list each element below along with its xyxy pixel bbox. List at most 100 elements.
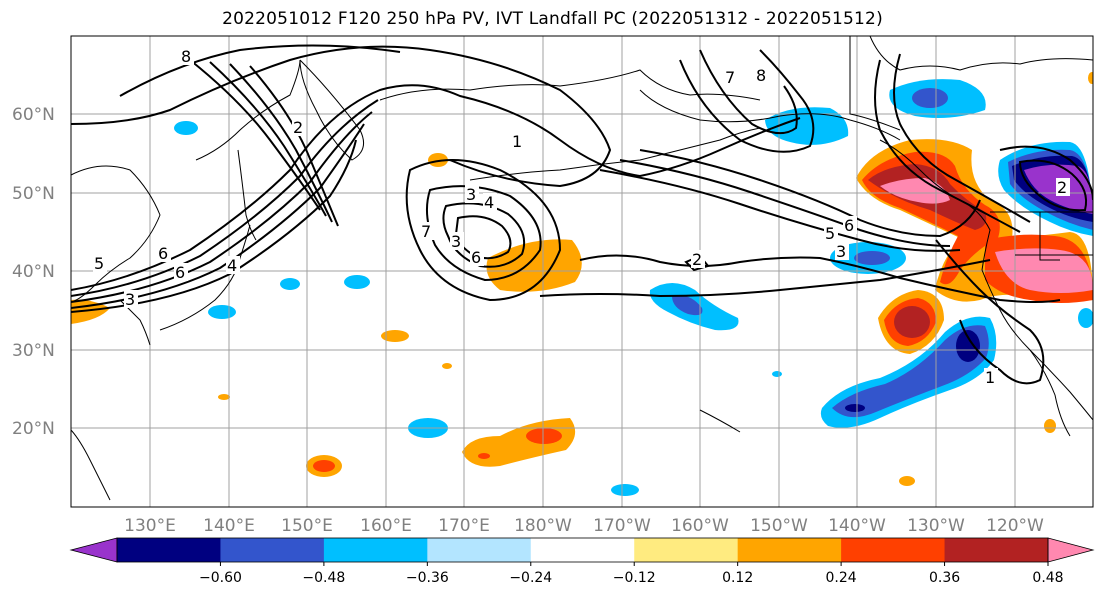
- contour-label: 3: [125, 290, 135, 309]
- pv-contour: [71, 99, 379, 297]
- pv-contour: [71, 139, 357, 313]
- colorbar-bin: [944, 538, 1049, 562]
- colorbar-tick-label: −0.24: [509, 570, 552, 586]
- colorbar-extension-high: [1047, 537, 1095, 563]
- contour-label: 4: [227, 256, 237, 275]
- shading-blue-spot: [611, 484, 639, 496]
- pv-contours: [71, 44, 1093, 385]
- map-title: 2022051012 F120 250 hPa PV, IVT Landfall…: [222, 9, 883, 29]
- pv-contour: [1018, 159, 1088, 212]
- lon-label: 130°W: [907, 516, 965, 536]
- colorbar-bin: [323, 538, 428, 562]
- longitude-labels: 130°E 140°E 150°E 160°E 170°E 180°W 170°…: [124, 516, 1044, 536]
- contour-labels: 8 2 1 7 8 3 4 7 3 6 5 6 2 5 6 3 3 6 4 2 …: [93, 47, 1070, 387]
- shading-orange-spot: [899, 476, 915, 486]
- contour-label: 3: [451, 232, 461, 251]
- shading-blue-spot: [772, 371, 782, 377]
- pv-contour: [119, 44, 401, 97]
- colorbar-bin: [117, 538, 221, 562]
- contour-label: 2: [293, 118, 303, 137]
- contour-label: 5: [94, 254, 104, 273]
- colorbar-bin: [841, 538, 946, 562]
- contour-label: 2: [692, 250, 702, 269]
- contour-label: 3: [836, 242, 846, 261]
- pv-contour: [71, 84, 801, 291]
- shading-darkred-offshore: [894, 306, 930, 338]
- coast-sakhalin: [237, 149, 257, 241]
- shading-blue-spot: [174, 121, 198, 135]
- lon-label: 120°W: [986, 516, 1044, 536]
- pv-contour: [893, 53, 1031, 223]
- pv-contour: [442, 202, 526, 268]
- border-states: [1015, 212, 1093, 261]
- shading-navy-band: [845, 404, 865, 412]
- coast-baja: [1029, 349, 1071, 437]
- pv-contour: [699, 49, 798, 135]
- shading-darkblue-spot: [854, 251, 890, 265]
- lat-label: 60°N: [12, 105, 55, 125]
- colorbar-bin: [220, 538, 325, 562]
- lon-label: 140°W: [828, 516, 886, 536]
- shading-orange-spot: [428, 153, 448, 167]
- contour-label: 5: [825, 224, 835, 243]
- coast-asia: [71, 165, 161, 303]
- lon-label: 160°W: [671, 516, 729, 536]
- shading-orange-spot: [1088, 72, 1093, 84]
- pv-contour: [935, 239, 1045, 385]
- colorbar-bin: [530, 538, 635, 562]
- colorbar-tick-label: −0.36: [406, 570, 449, 586]
- contour-label: 1: [512, 132, 522, 151]
- contour-label: 7: [421, 222, 431, 241]
- shading-orange-subtropics: [462, 418, 576, 467]
- lat-label: 30°N: [12, 341, 55, 361]
- colorbar-bin: [427, 538, 532, 562]
- pv-contour: [71, 111, 373, 303]
- colorbar-outline: [116, 537, 1049, 563]
- pv-contour: [599, 169, 961, 252]
- colorbar-tick-label: −0.48: [302, 570, 345, 586]
- coast-kamchatka: [299, 59, 365, 161]
- pv-contour: [209, 61, 327, 217]
- colorbar-tick-label: 0.12: [722, 570, 753, 586]
- lon-label: 180°W: [514, 516, 572, 536]
- map-frame: [70, 35, 1094, 508]
- coast-aleutians: [469, 127, 761, 181]
- shading-orange-spot: [1044, 419, 1056, 433]
- lon-label: 140°E: [203, 516, 255, 536]
- lat-label: 50°N: [12, 184, 55, 204]
- pv-contour: [189, 59, 321, 211]
- coast-canada-north: [869, 36, 1093, 71]
- contour-label: 6: [158, 244, 168, 263]
- contour-label: 3: [466, 185, 476, 204]
- shading-pink-pnw: [880, 178, 950, 204]
- lat-label: 40°N: [12, 262, 55, 282]
- shading-blue-spot: [1078, 308, 1093, 328]
- shading-blue-spot: [208, 305, 236, 319]
- pv-contour: [619, 159, 951, 247]
- contour-label: 8: [756, 66, 766, 85]
- colorbar-bin: [634, 538, 739, 562]
- coastlines: [71, 36, 1093, 501]
- shading-red-subtropics: [526, 428, 562, 444]
- lon-label: 130°E: [124, 516, 176, 536]
- coast-islands: [699, 409, 741, 433]
- contour-label: 6: [471, 248, 481, 267]
- colorbar-tick-label: −0.60: [199, 570, 242, 586]
- contour-label: 6: [844, 216, 854, 235]
- lat-label: 20°N: [12, 419, 55, 439]
- lon-label: 150°E: [281, 516, 333, 536]
- lon-label: 160°E: [360, 516, 412, 536]
- contour-label: 1: [985, 368, 995, 387]
- coast-alaska: [639, 89, 901, 141]
- shading-darkblue-band: [832, 325, 989, 418]
- ivt-shading: [71, 72, 1093, 496]
- lon-label: 170°W: [593, 516, 651, 536]
- shading-blue-spot: [280, 278, 300, 290]
- pv-contour: [579, 254, 1061, 303]
- pv-contour: [999, 145, 1093, 201]
- shading-blue-alaska: [765, 107, 849, 145]
- coast-bering: [379, 69, 761, 101]
- graticule: [71, 36, 1093, 507]
- pv-contour: [71, 45, 612, 188]
